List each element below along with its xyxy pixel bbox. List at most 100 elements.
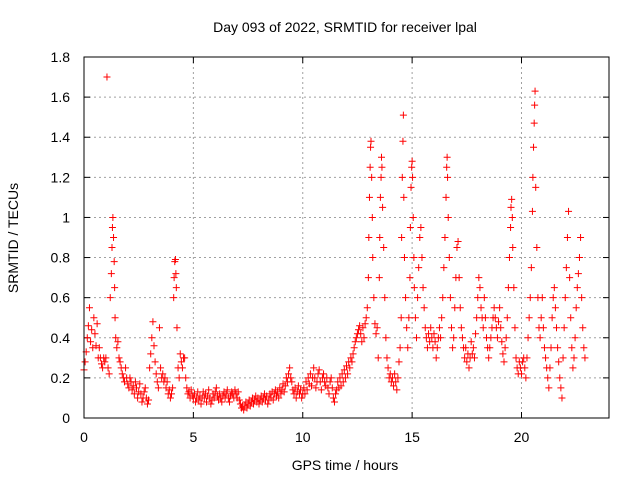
data-point bbox=[377, 173, 385, 181]
data-point bbox=[480, 294, 488, 302]
data-point bbox=[551, 304, 559, 312]
data-point bbox=[157, 364, 165, 372]
data-point bbox=[177, 358, 185, 366]
data-point bbox=[327, 374, 335, 382]
data-point bbox=[441, 234, 449, 241]
data-point bbox=[311, 374, 319, 382]
data-point bbox=[536, 334, 544, 342]
data-point bbox=[378, 153, 385, 161]
data-point bbox=[486, 344, 494, 352]
data-point bbox=[533, 244, 541, 252]
data-point bbox=[568, 344, 576, 352]
data-point bbox=[445, 254, 453, 262]
data-point bbox=[465, 364, 473, 372]
data-point bbox=[150, 342, 158, 350]
data-point bbox=[581, 354, 589, 362]
x-tick-label: 10 bbox=[295, 429, 311, 445]
data-point bbox=[547, 344, 555, 352]
data-point bbox=[287, 374, 295, 382]
data-point bbox=[545, 384, 553, 392]
data-point bbox=[408, 157, 416, 165]
data-point bbox=[390, 382, 398, 390]
plot-frame bbox=[83, 56, 610, 419]
data-point bbox=[393, 386, 401, 394]
data-point bbox=[580, 344, 588, 352]
data-point bbox=[346, 364, 354, 372]
data-point bbox=[398, 234, 406, 241]
data-point bbox=[320, 370, 328, 378]
data-point bbox=[301, 390, 309, 398]
data-point bbox=[557, 384, 565, 392]
data-point bbox=[496, 304, 504, 312]
data-point bbox=[491, 314, 499, 322]
data-point bbox=[106, 294, 114, 302]
data-point bbox=[325, 390, 333, 398]
data-point bbox=[93, 320, 101, 328]
data-point bbox=[234, 388, 242, 396]
data-point bbox=[171, 256, 179, 264]
data-point bbox=[556, 374, 564, 382]
data-point bbox=[476, 284, 484, 292]
data-point bbox=[417, 223, 425, 231]
data-point bbox=[413, 334, 420, 342]
x-tick-label: 5 bbox=[189, 429, 197, 445]
data-point bbox=[362, 314, 370, 322]
data-point bbox=[565, 207, 573, 215]
data-point bbox=[379, 203, 387, 211]
data-point bbox=[376, 193, 384, 201]
y-tick-label: 0.2 bbox=[51, 370, 71, 386]
data-point bbox=[394, 374, 402, 382]
data-point bbox=[493, 334, 501, 342]
data-point bbox=[367, 143, 375, 151]
data-point bbox=[149, 318, 157, 326]
data-point bbox=[285, 370, 293, 378]
data-point bbox=[303, 386, 311, 394]
data-point bbox=[561, 294, 569, 302]
data-point bbox=[399, 137, 407, 145]
chart-title: Day 093 of 2022, SRMTID for receiver lpa… bbox=[213, 19, 477, 35]
data-point bbox=[528, 207, 536, 215]
data-point bbox=[431, 338, 439, 346]
data-point bbox=[126, 374, 134, 382]
data-point bbox=[501, 344, 509, 352]
data-point bbox=[369, 254, 377, 262]
data-point bbox=[378, 163, 386, 171]
data-point bbox=[308, 382, 315, 390]
data-point bbox=[391, 370, 399, 378]
data-point bbox=[507, 223, 515, 231]
data-point bbox=[498, 338, 506, 346]
data-point bbox=[479, 324, 487, 332]
data-point bbox=[148, 334, 156, 342]
data-point bbox=[400, 193, 408, 201]
data-point bbox=[530, 119, 538, 127]
data-point bbox=[406, 274, 414, 282]
data-point bbox=[371, 320, 379, 328]
data-point bbox=[524, 334, 532, 342]
data-point bbox=[349, 350, 357, 358]
data-point bbox=[512, 354, 520, 362]
data-point bbox=[548, 314, 556, 322]
data-point bbox=[384, 364, 392, 372]
data-point bbox=[166, 394, 174, 402]
data-point bbox=[298, 394, 306, 402]
data-point bbox=[573, 284, 581, 292]
data-point bbox=[546, 364, 554, 372]
data-point bbox=[540, 344, 548, 352]
data-point bbox=[181, 354, 189, 362]
data-point bbox=[475, 274, 483, 282]
data-point bbox=[197, 400, 205, 408]
data-point bbox=[381, 294, 389, 302]
data-point bbox=[404, 344, 412, 352]
data-point bbox=[495, 318, 503, 326]
y-tick-label: 1.2 bbox=[51, 169, 71, 185]
data-point bbox=[332, 390, 340, 398]
data-point bbox=[430, 330, 438, 338]
data-point bbox=[419, 284, 427, 292]
data-point bbox=[477, 304, 485, 312]
data-point bbox=[563, 234, 571, 241]
data-point bbox=[542, 354, 550, 362]
data-point bbox=[455, 274, 463, 282]
data-point bbox=[350, 344, 358, 352]
data-point bbox=[410, 254, 418, 262]
data-point bbox=[470, 354, 478, 362]
